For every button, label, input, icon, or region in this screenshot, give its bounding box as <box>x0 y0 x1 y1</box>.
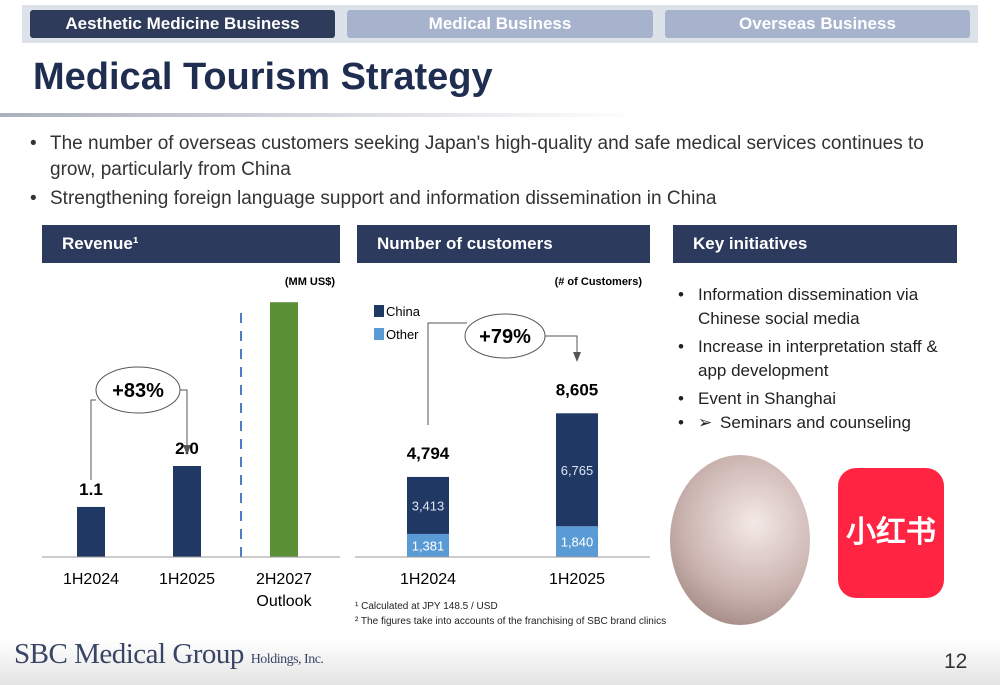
footnote: ² The figures take into accounts of the … <box>355 616 667 627</box>
bracket <box>427 322 578 425</box>
sub-initiative: ➢Seminars and counseling <box>678 411 958 435</box>
unit: (MM US$) <box>285 276 335 288</box>
arrow <box>573 352 581 362</box>
bullets: The number of overseas customers seeking… <box>30 131 960 212</box>
page-number: 12 <box>944 650 968 673</box>
bar <box>270 302 298 557</box>
category-label: 1H2024 <box>63 571 119 588</box>
total-label: 4,794 <box>407 444 450 463</box>
title: Medical Tourism Strategy <box>33 56 493 98</box>
segment-label: 1,840 <box>561 535 594 550</box>
tab[interactable]: Medical Business <box>347 10 653 38</box>
initiative: Increase in interpretation staff & app d… <box>678 335 958 383</box>
bar-segment <box>407 476 449 534</box>
segment-label: 3,413 <box>412 498 445 513</box>
arrow <box>183 445 191 455</box>
segment-label: 6,765 <box>561 463 594 478</box>
bar <box>173 466 201 557</box>
total-label: 8,605 <box>556 380 599 399</box>
title-rule <box>0 113 640 117</box>
legend-swatch <box>374 328 384 340</box>
bullet: Strengthening foreign language support a… <box>30 186 960 212</box>
legend-label: China <box>386 304 421 319</box>
footnote: ¹ Calculated at JPY 148.5 / USD <box>355 601 498 612</box>
legend-swatch <box>374 305 384 317</box>
category-label: 1H2025 <box>549 571 605 588</box>
tab[interactable]: Overseas Business <box>665 10 970 38</box>
company: SBC Medical Group Holdings, Inc. <box>14 638 324 671</box>
category-label: 1H2025 <box>159 571 215 588</box>
panel-header: Number of customers <box>357 225 650 263</box>
bar-segment <box>407 533 449 557</box>
growth-ellipse <box>95 366 181 414</box>
initiative: Event in Shanghai <box>678 387 958 411</box>
panel-header: Revenue¹ <box>42 225 340 263</box>
bar <box>77 506 105 557</box>
xiaohongshu-logo: 小红书 <box>838 468 944 598</box>
bracket <box>90 389 188 480</box>
footer-band <box>0 640 1000 685</box>
sub-initiative-text: Seminars and counseling <box>720 413 911 432</box>
bullet: The number of overseas customers seeking… <box>30 131 960 183</box>
unit: (# of Customers) <box>555 276 643 288</box>
bar-segment <box>556 526 598 557</box>
tab[interactable]: Aesthetic Medicine Business <box>30 10 335 38</box>
company-suffix: Holdings, Inc. <box>250 652 324 667</box>
growth-label: +83% <box>112 380 164 402</box>
legend-label: Other <box>386 327 419 342</box>
bar-segment <box>556 413 598 527</box>
segment-label: 1,381 <box>412 538 445 553</box>
growth-ellipse <box>464 313 546 359</box>
initiatives: Information dissemination via Chinese so… <box>678 283 958 435</box>
company-name: SBC Medical Group <box>14 638 244 670</box>
value-label: 1.1 <box>79 480 103 499</box>
growth-label: +79% <box>479 326 531 348</box>
category-label: 1H2024 <box>400 571 456 588</box>
panel-header: Key initiatives <box>673 225 957 263</box>
event-photo <box>670 455 810 625</box>
category-label: 2H2027 Outlook <box>256 571 313 610</box>
initiative: Information dissemination via Chinese so… <box>678 283 958 331</box>
